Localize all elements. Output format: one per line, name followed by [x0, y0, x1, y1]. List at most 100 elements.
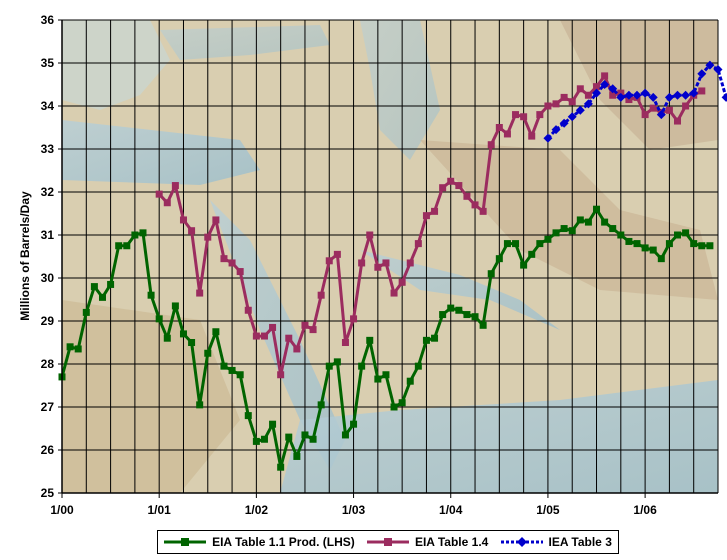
data-point	[244, 412, 252, 420]
data-point	[366, 336, 374, 344]
data-point	[463, 311, 471, 319]
data-point	[325, 257, 333, 265]
data-point	[698, 242, 706, 250]
legend-label: EIA Table 1.4	[414, 535, 489, 549]
data-point	[471, 313, 479, 321]
data-point	[269, 323, 277, 331]
y-tick-label: 34	[41, 99, 55, 113]
data-point	[495, 124, 503, 131]
legend-item-iea-3: IEA Table 3	[500, 535, 612, 549]
data-point	[608, 84, 618, 94]
data-point	[382, 259, 390, 267]
data-point	[447, 177, 455, 185]
data-point	[147, 291, 155, 299]
data-point	[228, 259, 236, 267]
data-point	[115, 242, 123, 250]
y-tick-label: 29	[41, 314, 55, 328]
data-point	[301, 321, 309, 329]
map-background	[62, 20, 718, 493]
series-0	[58, 205, 714, 471]
data-point	[431, 207, 439, 215]
data-point	[593, 205, 601, 213]
data-point	[673, 90, 683, 100]
data-point	[713, 64, 723, 74]
data-point	[593, 83, 601, 91]
data-point	[422, 336, 430, 344]
data-point	[269, 420, 277, 428]
data-point	[204, 233, 212, 241]
data-point	[398, 399, 406, 407]
data-point	[285, 334, 293, 342]
data-point	[382, 371, 390, 379]
data-point	[358, 259, 366, 267]
data-point	[551, 125, 561, 135]
data-point	[632, 90, 642, 100]
data-point	[520, 113, 528, 121]
data-point	[576, 85, 584, 93]
data-point	[131, 231, 139, 239]
data-point	[503, 240, 511, 248]
data-point	[285, 433, 293, 441]
data-point	[560, 93, 568, 101]
legend-swatch-green-square-icon	[164, 538, 207, 546]
data-point	[374, 263, 382, 271]
data-point	[66, 343, 74, 351]
data-point	[503, 130, 511, 138]
y-tick-label: 27	[41, 400, 55, 414]
data-point	[406, 259, 414, 267]
data-point	[188, 227, 196, 235]
data-point	[196, 401, 204, 409]
data-point	[123, 242, 131, 250]
data-point	[196, 289, 204, 297]
x-tick-label: 1/05	[536, 503, 560, 517]
data-point	[212, 328, 220, 336]
data-point	[544, 235, 552, 243]
data-point	[439, 311, 447, 319]
data-point	[350, 315, 358, 323]
y-tick-label: 31	[41, 228, 55, 242]
data-point	[617, 231, 625, 239]
data-point	[447, 304, 455, 312]
data-point	[528, 250, 536, 258]
data-point	[657, 255, 665, 263]
data-point	[479, 207, 487, 215]
data-point	[179, 330, 187, 338]
data-point	[179, 216, 187, 224]
data-point	[689, 88, 699, 98]
data-point	[317, 291, 325, 299]
data-point	[212, 216, 220, 224]
data-point	[236, 371, 244, 379]
data-point	[487, 141, 495, 149]
data-point	[674, 117, 682, 125]
data-point	[583, 99, 593, 109]
data-point	[252, 332, 260, 340]
data-point	[552, 229, 560, 237]
data-point	[665, 240, 673, 248]
data-point	[439, 184, 447, 192]
data-point	[398, 278, 406, 286]
data-point	[325, 362, 333, 370]
data-point	[155, 315, 163, 323]
y-tick-label: 35	[41, 56, 55, 70]
series-2	[543, 60, 727, 143]
data-point	[648, 92, 658, 102]
data-point	[568, 227, 576, 235]
data-point	[171, 182, 179, 190]
data-point	[406, 377, 414, 385]
x-tick-label: 1/03	[342, 503, 366, 517]
data-point	[697, 69, 707, 79]
data-point	[479, 321, 487, 329]
data-point	[90, 283, 98, 291]
data-point	[559, 118, 569, 128]
data-point	[656, 110, 666, 120]
data-point	[341, 431, 349, 439]
data-point	[220, 362, 228, 370]
data-point	[350, 420, 358, 428]
data-point	[236, 268, 244, 276]
x-tick-label: 1/00	[50, 503, 74, 517]
data-point	[575, 105, 585, 115]
data-point	[414, 240, 422, 248]
legend-swatch-blue-diamond-icon	[500, 537, 543, 547]
data-point	[260, 332, 268, 340]
